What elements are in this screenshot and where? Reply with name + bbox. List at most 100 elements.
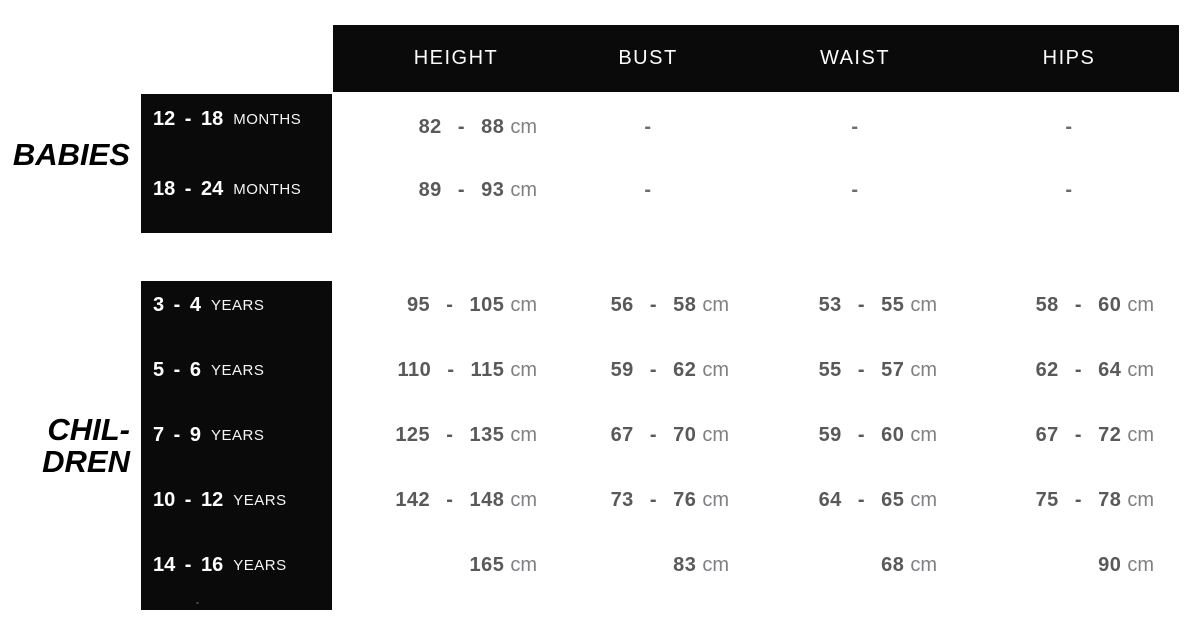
value-text: - — [644, 178, 652, 201]
unit-text: cm — [1127, 423, 1154, 446]
value-text: 90 — [1098, 553, 1122, 576]
height-cell: 95 - 105 cm — [333, 294, 545, 317]
height-cell: 82 - 88 cm — [333, 116, 545, 139]
unit-text: cm — [510, 553, 537, 576]
value-text: 55 - 57 — [818, 358, 905, 381]
data-row-children-10-12: 142 - 148 cm 73 - 76 cm 64 - 65 cm 75 - 78 c… — [333, 478, 1179, 522]
data-row-children-14-16: 165 cm 83 cm 68 cm 90 cm — [333, 543, 1179, 587]
value-text: 89 - 93 — [418, 178, 505, 201]
age-row-3-4-years: 3 - 4 YEARS — [153, 283, 330, 327]
unit-text: cm — [510, 358, 537, 381]
waist-cell: - — [741, 179, 949, 202]
age-row-18-24-months: 18 - 24 MONTHS — [153, 167, 330, 211]
unit-text: cm — [1127, 358, 1154, 381]
value-text: 142 - 148 — [395, 488, 505, 511]
column-header-bust: BUST — [618, 47, 678, 69]
data-row-children-7-9: 125 - 135 cm 67 - 70 cm 59 - 60 cm 67 - 72 c… — [333, 413, 1179, 457]
data-row-babies-18-24: 89 - 93 cm - - - — [333, 168, 1179, 212]
age-range-text: 14 - 16 — [153, 553, 224, 576]
bust-cell: 67 - 70 cm — [545, 424, 741, 447]
age-range-text: 3 - 4 — [153, 293, 202, 316]
unit-text: cm — [510, 293, 537, 316]
group-label-babies: BABIES — [0, 85, 130, 224]
value-text: 165 — [469, 553, 505, 576]
waist-cell: - — [741, 116, 949, 139]
height-cell: 142 - 148 cm — [333, 489, 545, 512]
value-text: 125 - 135 — [395, 423, 505, 446]
value-text: - — [1065, 178, 1073, 201]
waist-cell: 64 - 65 cm — [741, 489, 949, 512]
data-row-children-5-6: 110 - 115 cm 59 - 62 cm 55 - 57 cm 62 - 64 c… — [333, 348, 1179, 392]
value-text: 67 - 72 — [1035, 423, 1122, 446]
age-unit-text: YEARS — [211, 296, 265, 314]
unit-text: cm — [702, 488, 729, 511]
value-text: 83 — [673, 553, 697, 576]
value-text: 62 - 64 — [1035, 358, 1122, 381]
value-text: 68 — [881, 553, 905, 576]
age-unit-text: MONTHS — [233, 110, 302, 128]
header-cell-height: HEIGHT — [333, 47, 545, 70]
age-row-12-18-months: 12 - 18 MONTHS — [153, 97, 330, 141]
group-label-children: CHIL- DREN — [0, 281, 130, 610]
age-range-text: 10 - 12 — [153, 488, 224, 511]
group-label-children-line2: DREN — [42, 443, 130, 479]
column-header-hips: HIPS — [1042, 47, 1096, 69]
age-row-7-9-years: 7 - 9 YEARS — [153, 413, 330, 457]
age-range-text: 5 - 6 — [153, 358, 202, 381]
age-range-text: 7 - 9 — [153, 423, 202, 446]
value-text: 73 - 76 — [610, 488, 697, 511]
waist-cell: 53 - 55 cm — [741, 294, 949, 317]
age-unit-text: YEARS — [233, 556, 287, 574]
print-artifact-dot — [196, 602, 199, 604]
bust-cell: - — [545, 116, 741, 139]
babies-age-box: 12 - 18 MONTHS 18 - 24 MONTHS — [141, 94, 332, 233]
value-text: - — [1065, 115, 1073, 138]
age-range-text: 18 - 24 — [153, 177, 224, 200]
unit-text: cm — [910, 423, 937, 446]
hips-cell: - — [949, 179, 1179, 202]
bust-cell: 83 cm — [545, 554, 741, 577]
unit-text: cm — [910, 553, 937, 576]
hips-cell: 58 - 60 cm — [949, 294, 1179, 317]
header-cell-hips: HIPS — [949, 47, 1179, 70]
value-text: 110 - 115 — [397, 358, 505, 381]
unit-text: cm — [1127, 293, 1154, 316]
bust-cell: 73 - 76 cm — [545, 489, 741, 512]
age-row-5-6-years: 5 - 6 YEARS — [153, 348, 330, 392]
table-header: HEIGHT BUST WAIST HIPS — [333, 25, 1179, 92]
value-text: 53 - 55 — [818, 293, 905, 316]
children-age-box: 3 - 4 YEARS 5 - 6 YEARS 7 - 9 YEARS 10 -… — [141, 281, 332, 610]
unit-text: cm — [510, 115, 537, 138]
height-cell: 110 - 115 cm — [333, 359, 545, 382]
group-label-babies-text: BABIES — [12, 136, 130, 172]
hips-cell: 75 - 78 cm — [949, 489, 1179, 512]
bust-cell: 56 - 58 cm — [545, 294, 741, 317]
age-unit-text: YEARS — [211, 426, 265, 444]
bust-cell: - — [545, 179, 741, 202]
height-cell: 89 - 93 cm — [333, 179, 545, 202]
hips-cell: - — [949, 116, 1179, 139]
hips-cell: 67 - 72 cm — [949, 424, 1179, 447]
value-text: 67 - 70 — [610, 423, 697, 446]
waist-cell: 55 - 57 cm — [741, 359, 949, 382]
height-cell: 165 cm — [333, 554, 545, 577]
age-range-text: 12 - 18 — [153, 107, 224, 130]
unit-text: cm — [1127, 553, 1154, 576]
unit-text: cm — [702, 423, 729, 446]
value-text: 95 - 105 — [406, 293, 505, 316]
height-cell: 125 - 135 cm — [333, 424, 545, 447]
bust-cell: 59 - 62 cm — [545, 359, 741, 382]
group-label-children-line1: CHIL- — [47, 411, 130, 447]
unit-text: cm — [910, 293, 937, 316]
unit-text: cm — [510, 178, 537, 201]
unit-text: cm — [910, 488, 937, 511]
value-text: - — [851, 115, 859, 138]
unit-text: cm — [702, 358, 729, 381]
unit-text: cm — [510, 423, 537, 446]
waist-cell: 68 cm — [741, 554, 949, 577]
value-text: 64 - 65 — [818, 488, 905, 511]
value-text: 75 - 78 — [1035, 488, 1122, 511]
unit-text: cm — [1127, 488, 1154, 511]
value-text: 82 - 88 — [418, 115, 505, 138]
